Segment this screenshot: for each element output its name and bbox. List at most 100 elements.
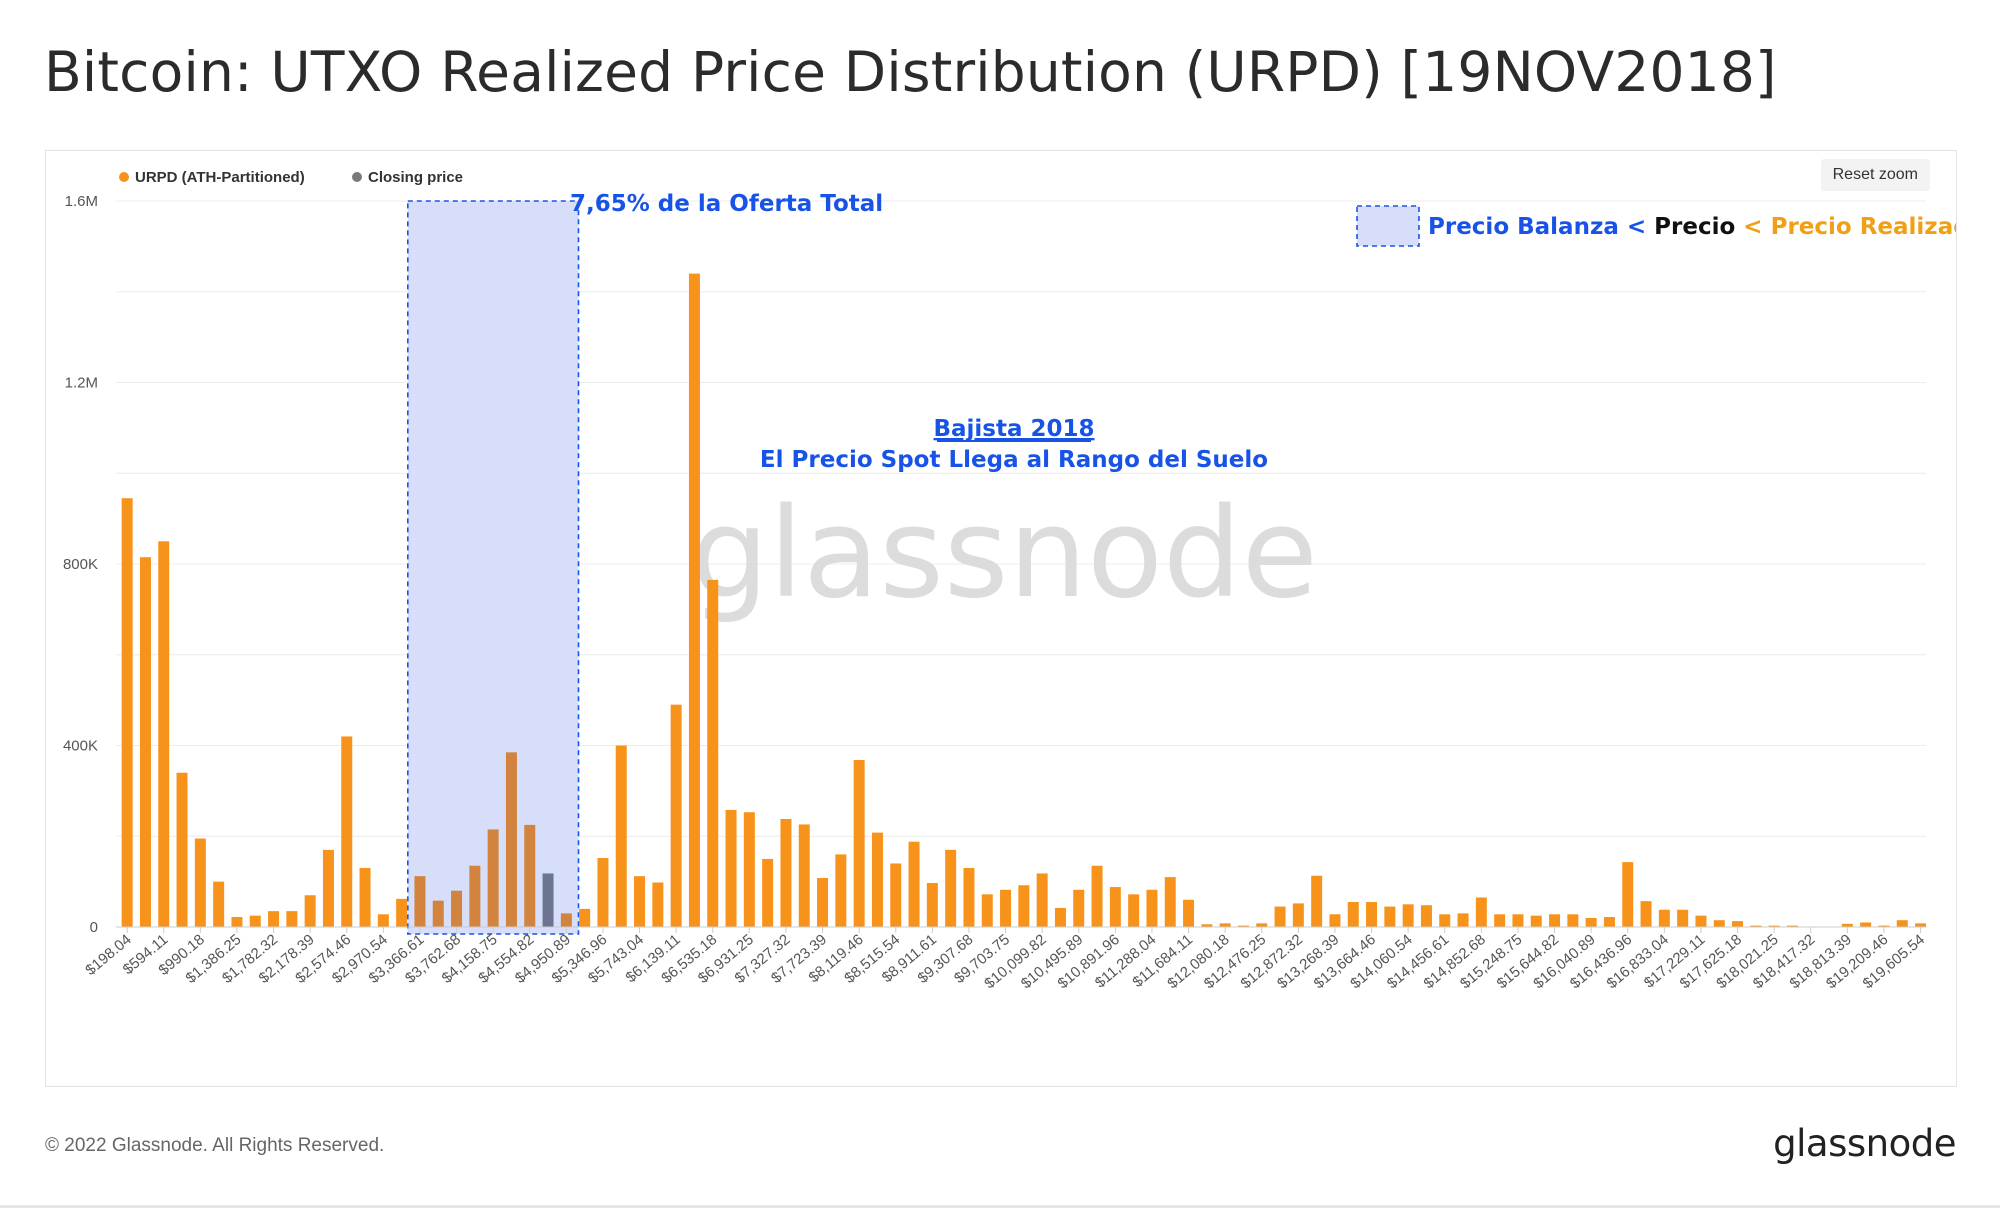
urpd-bar[interactable] [304, 895, 316, 927]
urpd-bar[interactable] [615, 745, 627, 928]
urpd-bar[interactable] [469, 865, 481, 927]
urpd-bar[interactable] [1274, 906, 1286, 927]
urpd-bar[interactable] [1475, 897, 1487, 927]
urpd-bar[interactable] [780, 819, 792, 927]
urpd-bar[interactable] [1146, 889, 1158, 927]
urpd-bar[interactable] [1896, 920, 1908, 927]
urpd-bar[interactable] [1603, 917, 1615, 927]
reset-zoom-button[interactable]: Reset zoom [1820, 159, 1930, 191]
urpd-bar[interactable] [579, 908, 591, 927]
urpd-bar[interactable] [487, 829, 499, 927]
urpd-bar[interactable] [1530, 915, 1542, 927]
urpd-bar[interactable] [926, 882, 938, 927]
urpd-bar[interactable] [1347, 902, 1359, 927]
urpd-bar[interactable] [1786, 925, 1798, 927]
urpd-bar[interactable] [176, 772, 188, 927]
urpd-bar[interactable] [121, 498, 133, 927]
urpd-bar[interactable] [1658, 909, 1670, 927]
urpd-bar[interactable] [1402, 904, 1414, 927]
urpd-bar[interactable] [1494, 914, 1506, 927]
urpd-bar[interactable] [963, 868, 975, 927]
urpd-bar[interactable] [1018, 885, 1030, 927]
urpd-bar[interactable] [817, 877, 829, 927]
urpd-bar[interactable] [341, 736, 353, 927]
urpd-bar[interactable] [286, 911, 298, 927]
closing-price-bar[interactable] [542, 873, 554, 927]
urpd-bar[interactable] [1366, 902, 1378, 927]
urpd-bar[interactable] [1567, 914, 1579, 927]
urpd-bar[interactable] [1164, 877, 1176, 927]
urpd-bar[interactable] [1329, 914, 1341, 927]
urpd-bar[interactable] [908, 841, 920, 927]
urpd-bar[interactable] [725, 809, 737, 927]
urpd-bar[interactable] [268, 911, 280, 927]
urpd-bar[interactable] [1732, 921, 1744, 927]
legend-urpd-label[interactable]: URPD (ATH-Partitioned) [135, 169, 305, 186]
urpd-bar[interactable] [322, 849, 334, 927]
urpd-bar[interactable] [1036, 873, 1048, 927]
urpd-bar[interactable] [798, 824, 810, 927]
urpd-bar[interactable] [871, 832, 883, 927]
urpd-bar[interactable] [835, 854, 847, 927]
urpd-bar[interactable] [1073, 889, 1085, 927]
urpd-bar[interactable] [359, 868, 371, 927]
urpd-bar[interactable] [1750, 925, 1762, 927]
urpd-bar[interactable] [688, 273, 700, 928]
urpd-bar[interactable] [396, 898, 408, 927]
urpd-bar[interactable] [1256, 923, 1268, 927]
urpd-bar[interactable] [945, 849, 957, 927]
urpd-bar[interactable] [1091, 865, 1103, 927]
urpd-bar[interactable] [1183, 899, 1195, 927]
urpd-bar[interactable] [1384, 906, 1396, 927]
urpd-bar[interactable] [432, 900, 444, 927]
urpd-bar[interactable] [762, 858, 774, 927]
urpd-bar[interactable] [743, 812, 755, 927]
urpd-bar[interactable] [1000, 889, 1012, 927]
urpd-bar[interactable] [1420, 905, 1432, 927]
urpd-bar[interactable] [1457, 913, 1469, 927]
urpd-bar[interactable] [707, 579, 719, 927]
urpd-bar[interactable] [1585, 917, 1597, 927]
urpd-bar[interactable] [194, 838, 206, 927]
urpd-bar[interactable] [670, 704, 682, 927]
urpd-bar[interactable] [377, 914, 389, 927]
urpd-bar[interactable] [1292, 903, 1304, 927]
urpd-bar[interactable] [853, 760, 865, 927]
urpd-bar[interactable] [1219, 923, 1231, 927]
urpd-bar[interactable] [1713, 920, 1725, 927]
urpd-bar[interactable] [1677, 909, 1689, 927]
urpd-bar[interactable] [1640, 901, 1652, 927]
urpd-bar[interactable] [1915, 923, 1927, 927]
urpd-bar[interactable] [1622, 862, 1634, 927]
urpd-bar[interactable] [158, 541, 170, 927]
urpd-bar[interactable] [981, 894, 993, 927]
urpd-bar[interactable] [1237, 925, 1249, 927]
urpd-bar[interactable] [560, 913, 572, 927]
urpd-bar[interactable] [1878, 925, 1890, 927]
urpd-bar[interactable] [505, 752, 517, 927]
urpd-bar[interactable] [139, 557, 151, 927]
urpd-bar[interactable] [652, 882, 664, 927]
urpd-bar[interactable] [213, 881, 225, 927]
urpd-bar[interactable] [1311, 875, 1323, 927]
urpd-bar[interactable] [1841, 923, 1853, 927]
legend-closing-price-label[interactable]: Closing price [368, 169, 463, 186]
urpd-bar[interactable] [231, 917, 243, 927]
urpd-bar[interactable] [1439, 914, 1451, 927]
urpd-bar[interactable] [1860, 922, 1872, 927]
urpd-bar[interactable] [414, 876, 426, 927]
urpd-bar[interactable] [1054, 907, 1066, 927]
urpd-bar[interactable] [249, 915, 261, 927]
urpd-bar[interactable] [597, 858, 609, 927]
urpd-bar[interactable] [451, 890, 463, 927]
urpd-bar[interactable] [524, 824, 536, 927]
urpd-bar[interactable] [1109, 887, 1121, 927]
urpd-bar[interactable] [1768, 925, 1780, 927]
urpd-bar[interactable] [1201, 924, 1213, 927]
urpd-bar[interactable] [1695, 915, 1707, 927]
urpd-bar[interactable] [1128, 894, 1140, 927]
urpd-bar[interactable] [890, 863, 902, 927]
urpd-bar[interactable] [1512, 914, 1524, 927]
urpd-bar[interactable] [1549, 914, 1561, 927]
urpd-bar[interactable] [634, 876, 646, 927]
